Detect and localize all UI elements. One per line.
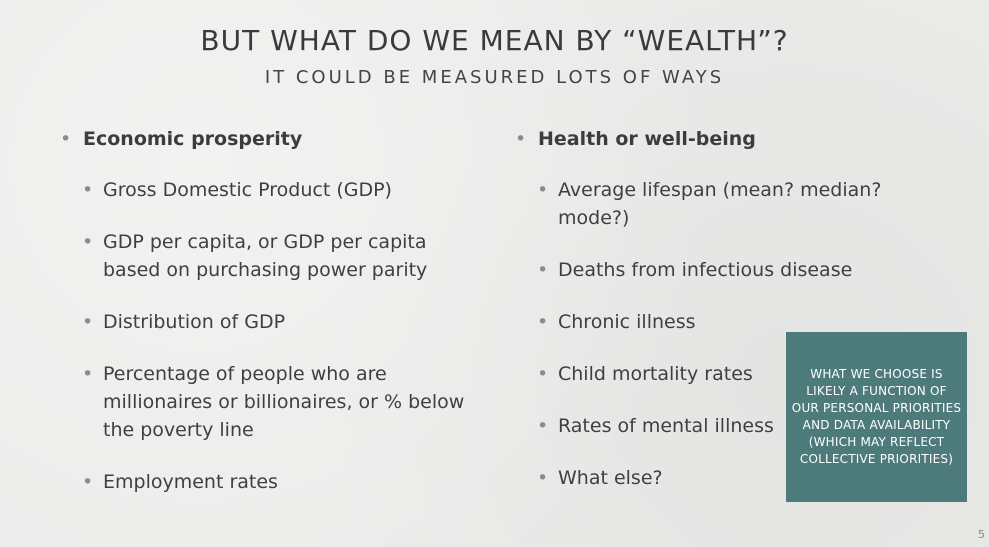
- bullet-icon: •: [537, 179, 549, 201]
- page-number: 5: [978, 528, 985, 541]
- sub-bullet-text: Employment rates: [103, 471, 278, 493]
- bullet-icon: •: [537, 467, 549, 489]
- bullet-icon: •: [82, 231, 94, 253]
- callout-box: WHAT WE CHOOSE IS LIKELY A FUNCTION OF O…: [786, 332, 967, 502]
- bullet-heading: Economic prosperity: [83, 128, 303, 150]
- sub-bullet-chronic: • Chronic illness: [515, 308, 818, 336]
- bullet-icon: •: [537, 259, 549, 281]
- sub-bullet-text: Child mortality rates: [558, 363, 753, 385]
- sub-bullet-gdp: • Gross Domestic Product (GDP): [60, 176, 443, 204]
- sub-bullet-text: Distribution of GDP: [103, 311, 286, 333]
- bullet-heading: Health or well-being: [538, 128, 756, 150]
- sub-bullet-lifespan: • Average lifespan (mean? median? mode?): [515, 176, 888, 232]
- sub-bullet-text: Percentage of people who are millionaire…: [103, 363, 465, 441]
- bullet-icon: •: [82, 179, 94, 201]
- sub-bullet-text: Rates of mental illness: [558, 415, 774, 437]
- sub-bullet-text: Chronic illness: [558, 311, 696, 333]
- bullet-icon: •: [537, 415, 549, 437]
- sub-bullet-infectious: • Deaths from infectious disease: [515, 256, 928, 284]
- slide-title: BUT WHAT DO WE MEAN BY “WEALTH”?: [200, 24, 789, 57]
- callout-text: WHAT WE CHOOSE IS LIKELY A FUNCTION OF O…: [791, 367, 962, 466]
- bullet-icon: •: [82, 311, 94, 333]
- sub-bullet-what-else: • What else?: [515, 464, 818, 492]
- bullet-icon: •: [537, 311, 549, 333]
- bullet-icon: •: [537, 363, 549, 385]
- sub-bullet-text: Gross Domestic Product (GDP): [103, 179, 392, 201]
- sub-bullet-mental-illness: • Rates of mental illness: [515, 412, 823, 440]
- sub-bullet-text: GDP per capita, or GDP per capita based …: [103, 231, 428, 281]
- bullet-icon: •: [60, 128, 72, 150]
- sub-bullet-distribution: • Distribution of GDP: [60, 308, 443, 336]
- sub-bullet-text: Average lifespan (mean? median? mode?): [558, 179, 882, 229]
- sub-bullet-child-mortality: • Child mortality rates: [515, 360, 818, 388]
- sub-bullet-text: Deaths from infectious disease: [558, 259, 853, 281]
- bullet-icon: •: [515, 128, 527, 150]
- left-column: • Economic prosperity • Gross Domestic P…: [60, 125, 470, 520]
- sub-bullet-text: What else?: [558, 467, 663, 489]
- slide-subtitle: IT COULD BE MEASURED LOTS OF WAYS: [264, 67, 725, 88]
- right-column: • Health or well-being • Average lifespa…: [515, 125, 881, 516]
- bullet-icon: •: [82, 471, 94, 493]
- sub-bullet-employment: • Employment rates: [60, 468, 443, 496]
- sub-bullet-millionaires: • Percentage of people who are millionai…: [60, 360, 468, 444]
- bullet-economic-prosperity: • Economic prosperity: [60, 125, 470, 153]
- bullet-icon: •: [82, 363, 94, 385]
- bullet-health: • Health or well-being: [515, 125, 815, 153]
- sub-bullet-gdp-per-capita: • GDP per capita, or GDP per capita base…: [60, 228, 473, 284]
